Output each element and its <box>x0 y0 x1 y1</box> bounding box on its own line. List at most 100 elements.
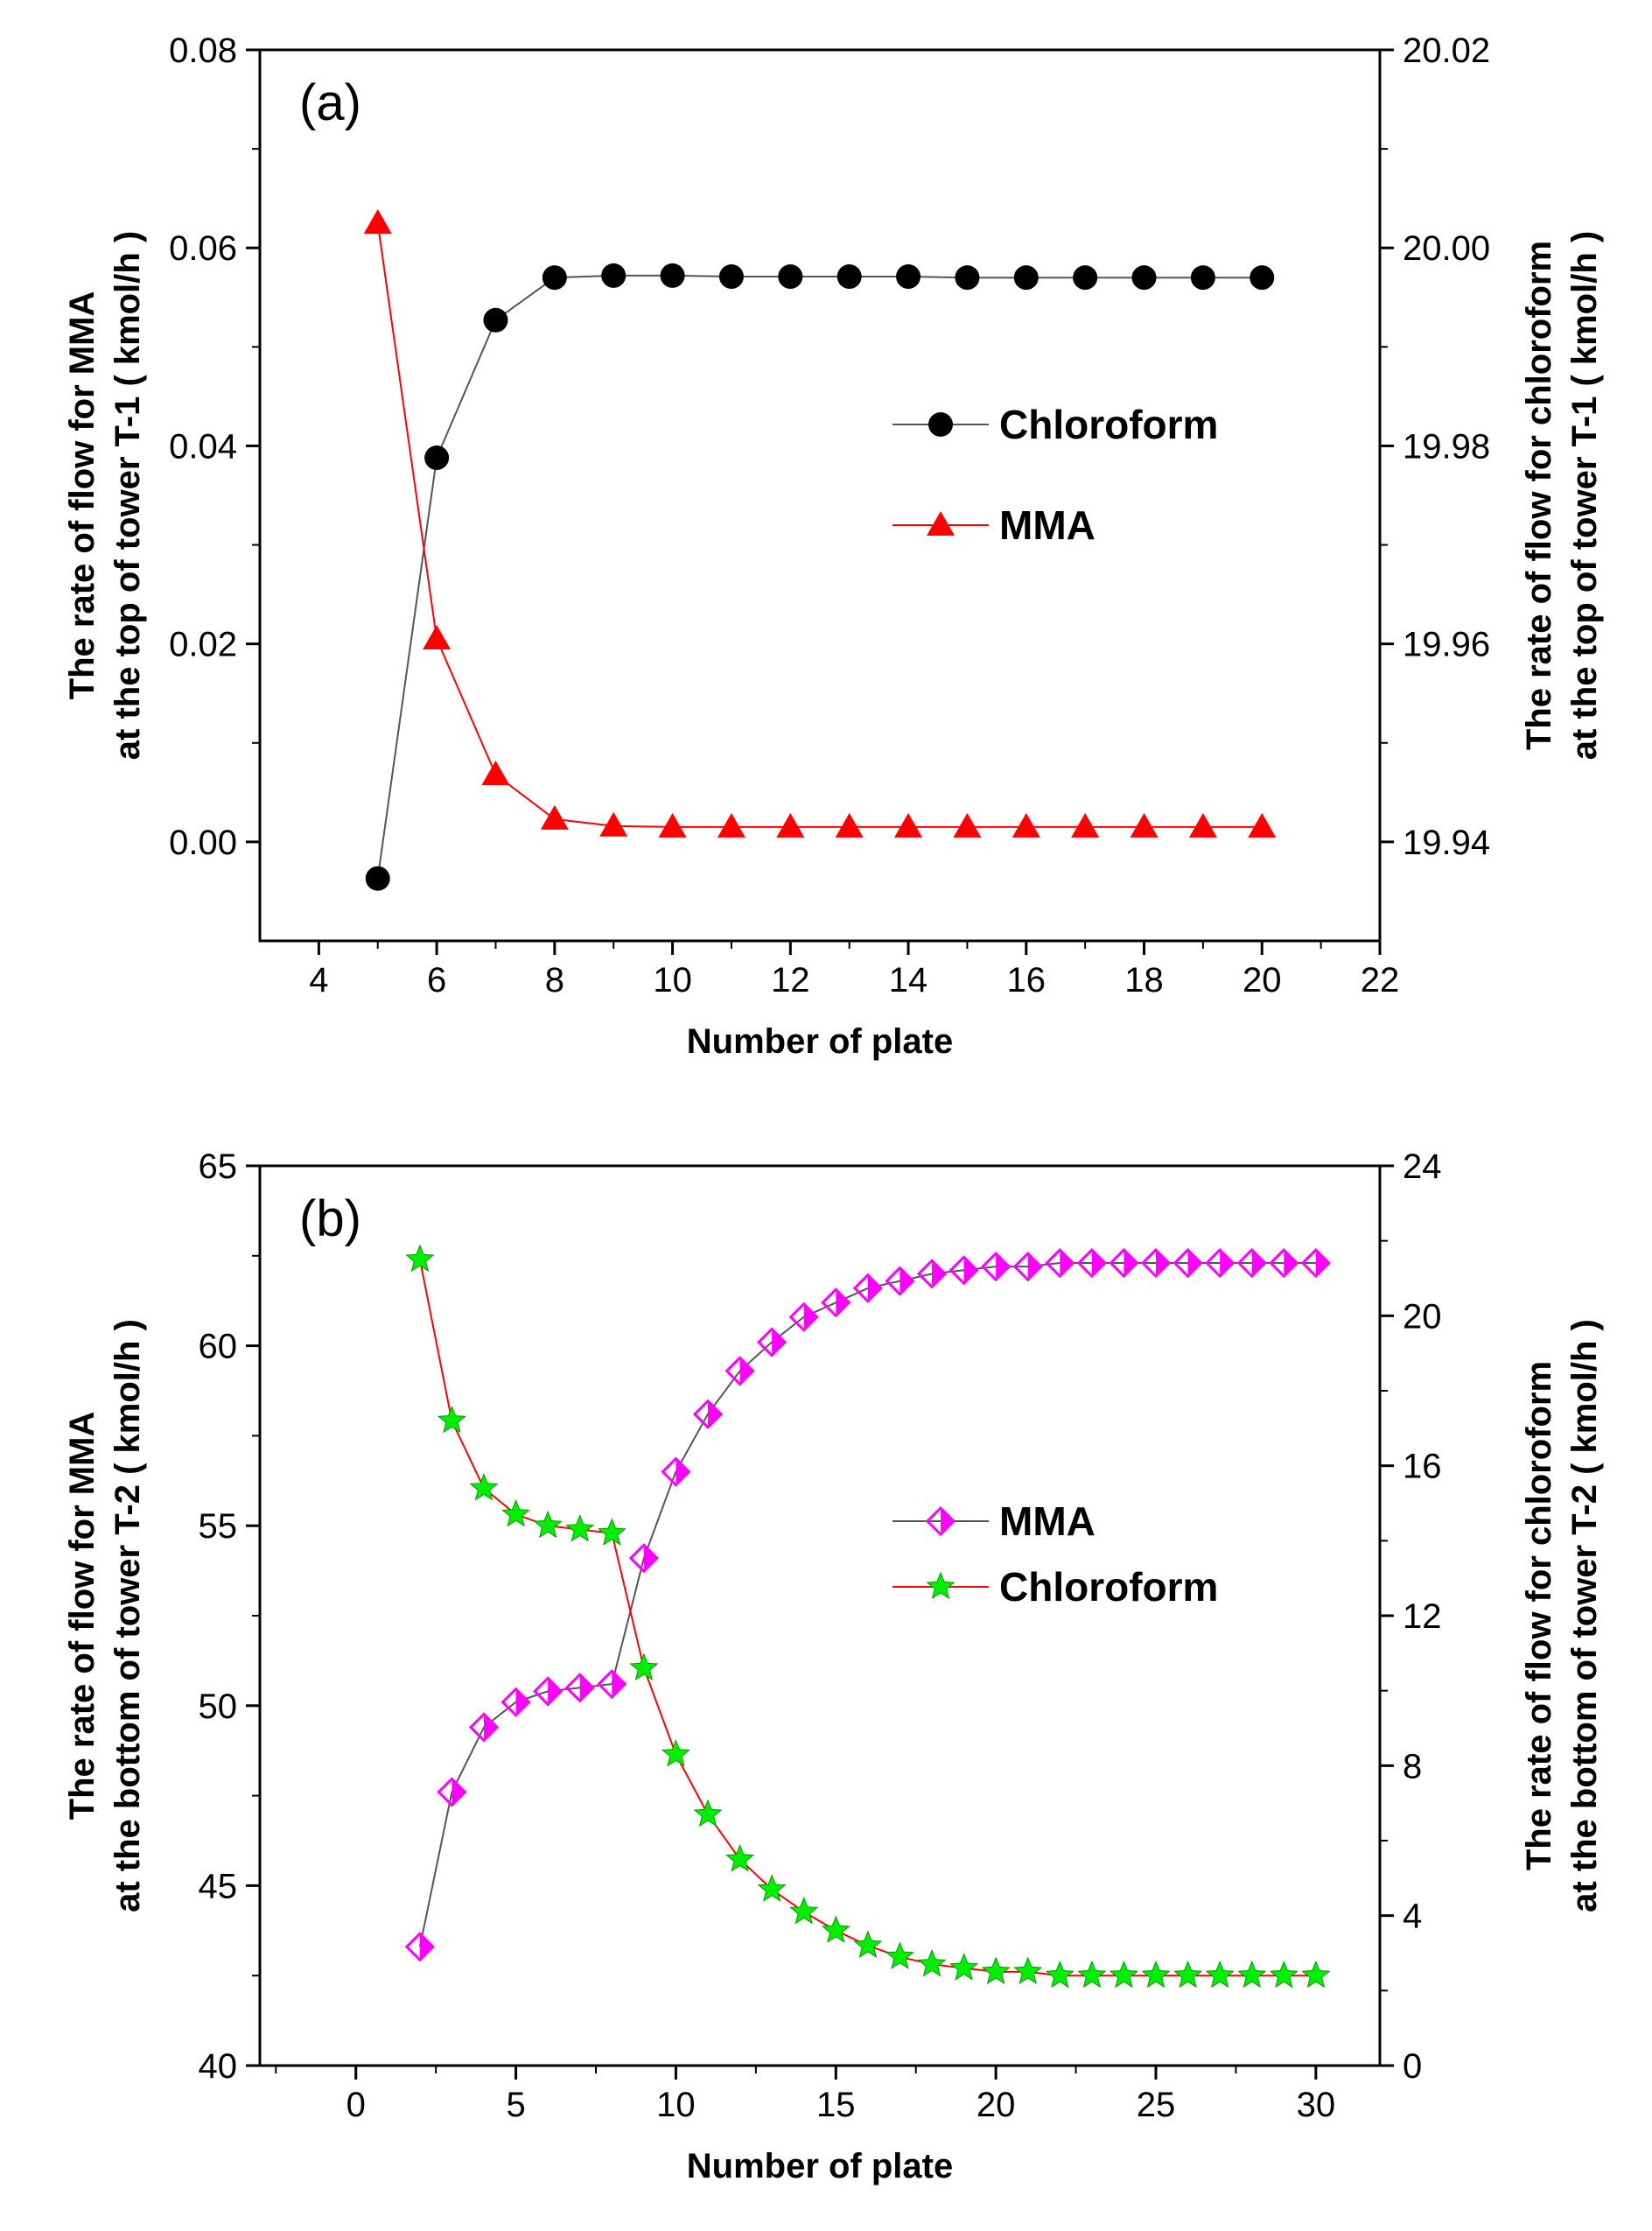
data-point-s0-8 <box>836 264 862 290</box>
data-point-s0-7-outline <box>628 1543 659 1574</box>
x-tick-label: 10 <box>653 961 692 1000</box>
data-point-s1-19-shape <box>1013 1956 1043 1985</box>
data-point-s0-11 <box>1013 265 1039 291</box>
data-point-s0-25 <box>1205 1247 1236 1279</box>
data-point-s0-27-fill <box>1284 1250 1298 1277</box>
y-left-tick-label: 45 <box>199 1867 238 1905</box>
x-tick-label: 25 <box>1137 2086 1176 2124</box>
data-point-s0-4-shape <box>601 263 626 288</box>
data-point-s0-11-outline <box>757 1327 788 1358</box>
data-point-s0-15 <box>885 1266 915 1296</box>
y-right-tick-label: 19.94 <box>1403 824 1490 862</box>
data-point-s1-3 <box>501 1498 531 1527</box>
data-point-s1-0 <box>363 208 392 234</box>
data-point-s0-8-fill <box>676 1458 690 1485</box>
legend-label: MMA <box>999 502 1096 548</box>
data-point-s0-9-fill <box>708 1400 721 1428</box>
data-point-s0-24-fill <box>1187 1250 1201 1277</box>
data-point-s0-12-shape <box>1073 265 1098 291</box>
data-point-s1-27 <box>1269 1960 1298 1989</box>
data-point-s0-0 <box>365 866 390 891</box>
data-point-s0-11-fill <box>772 1329 786 1356</box>
data-point-s1-26-shape <box>1237 1960 1267 1989</box>
x-tick-label: 22 <box>1361 961 1400 1000</box>
data-point-s1-10 <box>953 812 982 838</box>
data-point-s1-12-shape <box>1071 812 1100 838</box>
data-point-s0-18-outline <box>981 1252 1012 1282</box>
data-point-s1-7 <box>776 812 805 838</box>
data-point-s0-27 <box>1269 1247 1299 1279</box>
data-point-s0-5 <box>660 263 685 288</box>
data-point-s0-23 <box>1140 1247 1172 1279</box>
data-point-s0-1 <box>437 1777 467 1807</box>
data-point-s0-3-fill <box>515 1688 529 1715</box>
data-point-s0-11 <box>757 1327 788 1358</box>
data-point-s1-14-shape <box>1188 812 1217 838</box>
data-point-s0-10-shape <box>955 265 980 291</box>
data-point-s0-2 <box>483 307 508 333</box>
x-tick-label: 20 <box>976 2086 1016 2124</box>
data-point-s0-23-outline <box>1140 1247 1172 1279</box>
data-point-s1-21 <box>1077 1960 1107 1989</box>
x-axis-title: Number of plate <box>687 1022 953 1061</box>
data-point-s1-6-shape <box>597 1518 626 1546</box>
data-point-s1-15 <box>1248 812 1277 838</box>
data-point-s1-14-shape <box>853 1930 883 1959</box>
data-point-s1-25-shape <box>1205 1960 1235 1989</box>
data-point-s0-24 <box>1172 1247 1203 1279</box>
data-point-s1-8-shape <box>661 1739 690 1767</box>
data-point-s0-8-shape <box>836 264 862 290</box>
y-right-tick-label: 20.02 <box>1403 32 1490 70</box>
data-point-s1-6 <box>597 1518 626 1546</box>
data-point-s1-7-shape <box>629 1652 659 1680</box>
data-point-s1-9 <box>693 1799 723 1828</box>
y-right-tick-label: 20.00 <box>1403 229 1490 268</box>
data-point-s1-9-shape <box>693 1799 723 1828</box>
data-point-s0-5 <box>564 1673 595 1703</box>
data-point-s0-14 <box>1190 265 1215 291</box>
legend-marker-outline <box>925 1505 956 1537</box>
y-right-axis-title: The rate of flow for chloroform <box>1520 241 1558 750</box>
data-point-s1-10-shape <box>953 812 982 838</box>
data-point-s0-7-shape <box>778 264 803 290</box>
data-point-s0-26-outline <box>1236 1247 1267 1279</box>
y-left-tick-label: 65 <box>199 1147 238 1186</box>
plot-frame <box>258 48 1382 943</box>
data-point-s0-24-outline <box>1172 1247 1203 1279</box>
data-point-s1-12 <box>1071 812 1100 838</box>
data-point-s1-7 <box>629 1652 659 1680</box>
data-point-s1-14 <box>853 1930 883 1959</box>
data-point-s0-19-fill <box>1027 1253 1041 1280</box>
y-right-tick-label: 16 <box>1403 1448 1442 1486</box>
data-point-s1-26 <box>1237 1960 1267 1989</box>
y-right-tick-label: 24 <box>1403 1147 1442 1186</box>
data-point-s0-12 <box>788 1301 819 1332</box>
data-point-s1-27-shape <box>1269 1960 1298 1989</box>
data-point-s0-0 <box>404 1932 435 1962</box>
data-point-s1-8 <box>661 1739 690 1767</box>
data-point-s1-19 <box>1013 1956 1043 1985</box>
data-point-s1-1 <box>437 1405 466 1434</box>
data-point-s0-18 <box>981 1252 1012 1282</box>
data-point-s1-28 <box>1301 1960 1331 1989</box>
data-point-s0-20-outline <box>1045 1247 1075 1279</box>
data-point-s1-7-shape <box>776 812 805 838</box>
y-left-tick-label: 0.00 <box>169 824 237 862</box>
data-point-s1-1-shape <box>423 625 452 650</box>
data-point-s1-24-shape <box>1173 1960 1203 1989</box>
y-right-axis-title: at the bottom of tower T-2 ( kmol/h ) <box>1565 1319 1604 1912</box>
x-tick-label: 15 <box>816 2086 856 2124</box>
data-point-s1-4-shape <box>533 1510 563 1539</box>
data-point-s0-14-shape <box>1190 265 1215 291</box>
data-point-s1-0-shape <box>405 1244 435 1273</box>
data-point-s0-10 <box>955 265 980 291</box>
data-point-s1-5-shape <box>658 812 687 838</box>
data-point-s1-1 <box>423 625 452 650</box>
data-point-s1-23 <box>1141 1960 1171 1989</box>
data-point-s0-14-outline <box>852 1273 883 1303</box>
data-point-s0-4-outline <box>533 1676 564 1707</box>
data-point-s0-6-outline <box>597 1669 627 1700</box>
data-point-s0-26 <box>1236 1247 1267 1279</box>
data-point-s0-15-fill <box>900 1267 914 1294</box>
